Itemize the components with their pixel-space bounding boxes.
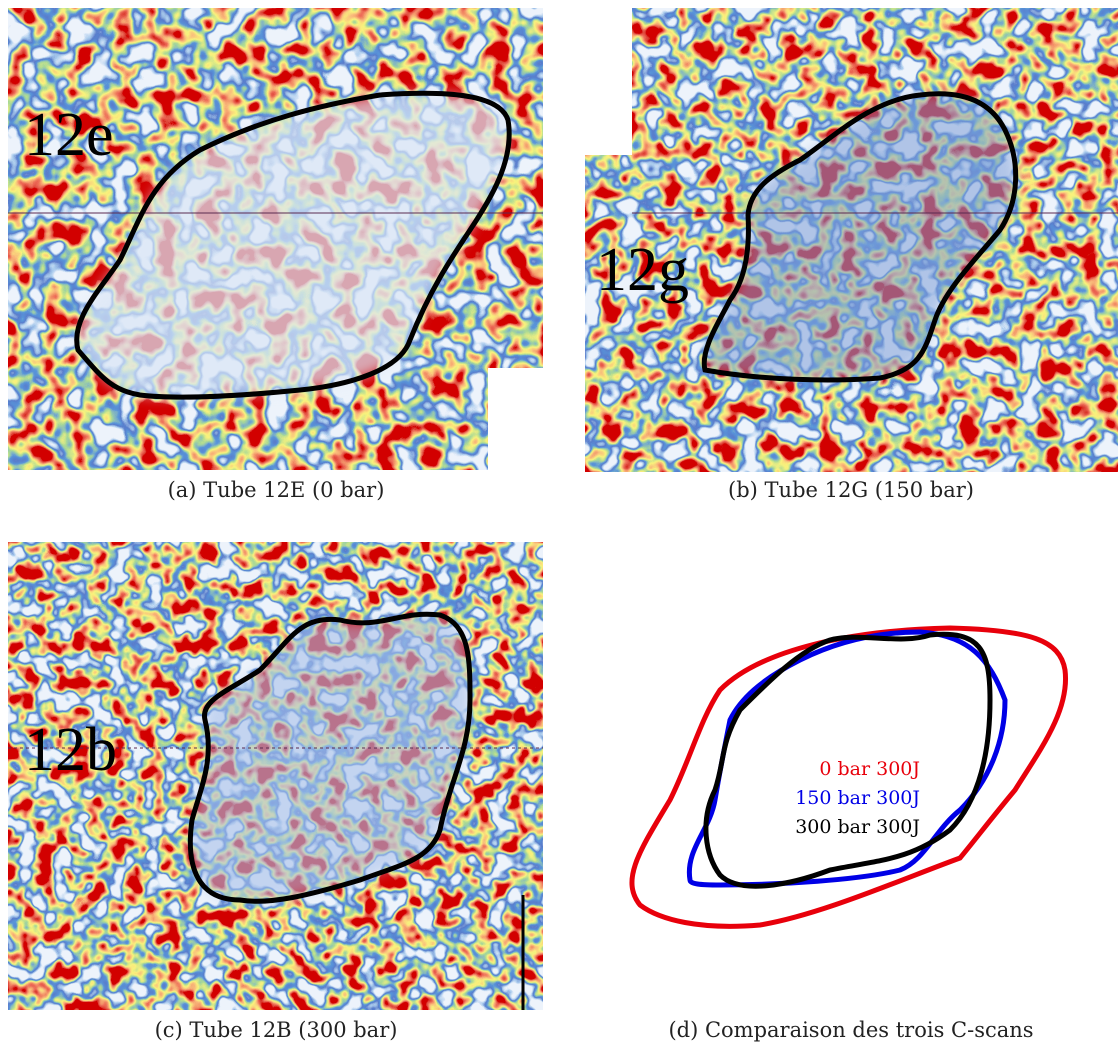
outline-red bbox=[629, 625, 1069, 929]
panel-label: 12g bbox=[596, 236, 689, 304]
panel-label: 12e bbox=[24, 101, 114, 169]
caption: (a) Tube 12E (0 bar) bbox=[168, 478, 385, 502]
caption: (c) Tube 12B (300 bar) bbox=[155, 1018, 398, 1042]
caption: (d) Comparaison des trois C-scans bbox=[668, 1018, 1033, 1042]
legend-entry: 150 bar 300J bbox=[795, 787, 920, 809]
legend-entry: 0 bar 300J bbox=[819, 758, 920, 780]
outline-a bbox=[74, 90, 512, 400]
outline-black bbox=[703, 631, 993, 889]
caption: (b) Tube 12G (150 bar) bbox=[728, 478, 974, 502]
comparison: 0 bar 300J 150 bar 300J 300 bar 300J bbox=[629, 625, 1069, 929]
panel-label: 12b bbox=[24, 716, 117, 784]
outline-c bbox=[187, 611, 473, 904]
legend-entry: 300 bar 300J bbox=[795, 816, 920, 838]
outline-b bbox=[701, 91, 1019, 383]
